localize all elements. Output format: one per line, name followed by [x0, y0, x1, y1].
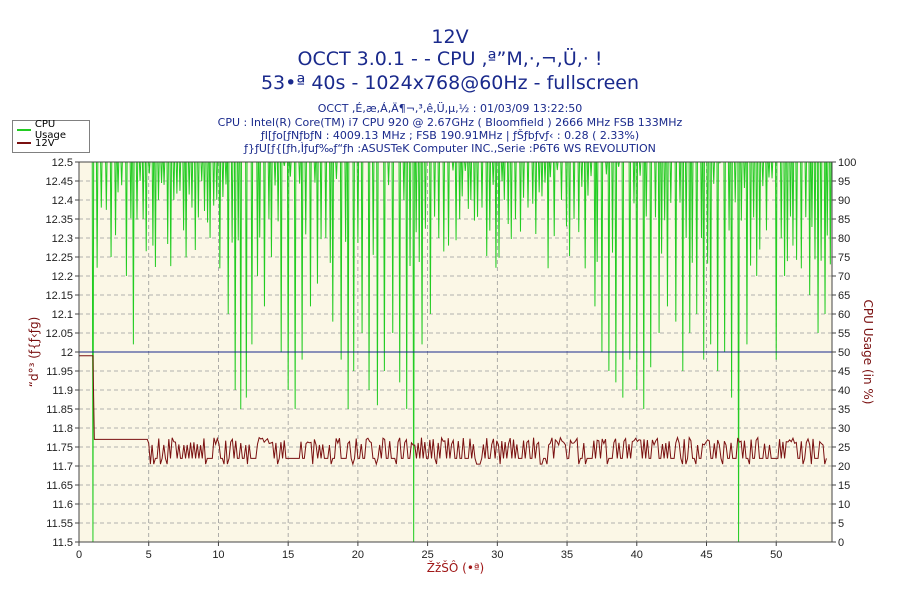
x-tick-label: 5	[146, 549, 152, 561]
y-right-tick-label: 95	[838, 176, 850, 188]
y-right-tick-label: 90	[838, 195, 850, 207]
y-left-tick-label: 12.05	[45, 328, 73, 340]
y-right-tick-label: 0	[838, 537, 844, 549]
y-right-tick-label: 80	[838, 233, 850, 245]
y-left-tick-label: 12.35	[45, 214, 73, 226]
x-tick-label: 25	[421, 549, 433, 561]
y-right-tick-label: 65	[838, 290, 850, 302]
y-left-tick-label: 11.8	[52, 423, 73, 435]
y-left-tick-label: 12.1	[52, 309, 73, 321]
y-left-tick-label: 12.2	[52, 271, 73, 283]
y-right-tick-label: 70	[838, 271, 850, 283]
y-right-tick-label: 20	[838, 461, 850, 473]
y-right-tick-label: 25	[838, 442, 850, 454]
x-tick-label: 35	[561, 549, 573, 561]
x-tick-label: 40	[631, 549, 643, 561]
y-left-tick-label: 12.25	[45, 252, 73, 264]
chart-title: 12V	[431, 26, 469, 48]
y-left-tick-label: 12.15	[45, 290, 73, 302]
x-tick-label: 30	[491, 549, 503, 561]
y-right-tick-label: 35	[838, 404, 850, 416]
legend-label-12v: 12V	[35, 137, 55, 149]
cpu-usage-line	[79, 161, 832, 543]
y-left-tick-label: 11.95	[46, 366, 73, 378]
x-tick-label: 20	[352, 549, 364, 561]
y-right-tick-label: 10	[838, 499, 850, 511]
y-left-axis-label: “d°³ (ƒ{ƒ‹ƒg)	[27, 317, 41, 388]
legend-swatch-12v	[17, 142, 31, 144]
y-right-tick-label: 40	[838, 385, 850, 397]
legend-swatch-cpu-usage	[17, 129, 31, 131]
y-right-tick-label: 45	[838, 366, 850, 378]
y-left-tick-label: 11.7	[52, 461, 73, 473]
y-left-tick-label: 11.75	[46, 442, 73, 454]
y-right-tick-label: 15	[838, 480, 850, 492]
y-left-tick-label: 12.3	[52, 233, 73, 245]
plot-border	[78, 161, 833, 543]
y-left-tick-label: 12.4	[52, 195, 73, 207]
y-left-tick-label: 11.85	[46, 404, 73, 416]
x-tick-label: 10	[212, 549, 224, 561]
y-left-tick-label: 12.45	[45, 176, 73, 188]
info-cpu: CPU : Intel(R) Core(TM) i7 CPU 920 @ 2.6…	[217, 116, 683, 129]
x-axis-label: ŽžŠÔ (•ª)	[427, 560, 485, 575]
y-right-tick-label: 60	[838, 309, 850, 321]
x-tick-label: 50	[770, 549, 782, 561]
chart-subtitle-app: OCCT 3.0.1 - - CPU ,ª”M,·,¬,Ü,· !	[297, 48, 603, 70]
y-left-tick-label: 11.55	[46, 518, 73, 530]
legend-item-12v: 12V	[17, 137, 55, 149]
y-left-tick-label: 12	[61, 347, 73, 359]
y-right-tick-label: 75	[838, 252, 850, 264]
y-right-tick-label: 30	[838, 423, 850, 435]
x-tick-label: 0	[76, 549, 82, 561]
y-right-tick-label: 50	[838, 347, 850, 359]
legend: CPU Usage 12V	[12, 119, 90, 153]
y-right-tick-label: 55	[838, 328, 850, 340]
y-left-tick-label: 11.5	[52, 537, 73, 549]
y-right-tick-label: 85	[838, 214, 850, 226]
x-tick-label: 15	[282, 549, 294, 561]
y-left-tick-label: 11.9	[52, 385, 73, 397]
info-overclock: ƒI[ƒo[ƒNƒbƒN : 4009.13 MHz ; FSB 190.91M…	[260, 129, 640, 142]
info-date: OCCT ,É,æ,Á,Ä¶¬,³,ê,Ü,µ,½ : 01/03/09 13:…	[317, 102, 583, 115]
y-left-tick-label: 12.5	[52, 157, 73, 169]
info-motherboard: ƒ}ƒU[ƒ{[ƒh,Ìƒuƒ‰ƒ“ƒh :ASUSTeK Computer I…	[244, 142, 656, 155]
voltage-12v-line	[79, 355, 827, 466]
y-right-tick-label: 5	[838, 518, 844, 530]
y-left-tick-label: 11.65	[46, 480, 73, 492]
y-left-tick-label: 11.6	[52, 499, 73, 511]
x-tick-label: 45	[700, 549, 712, 561]
y-right-axis-label: CPU Usage (in %)	[861, 300, 875, 405]
chart-subtitle-duration: 53•ª 40s - 1024x768@60Hz - fullscreen	[260, 72, 640, 94]
legend-label-cpu-usage: CPU Usage	[34, 119, 67, 141]
legend-item-cpu-usage: CPU Usage	[17, 119, 89, 141]
y-right-tick-label: 100	[838, 157, 856, 169]
